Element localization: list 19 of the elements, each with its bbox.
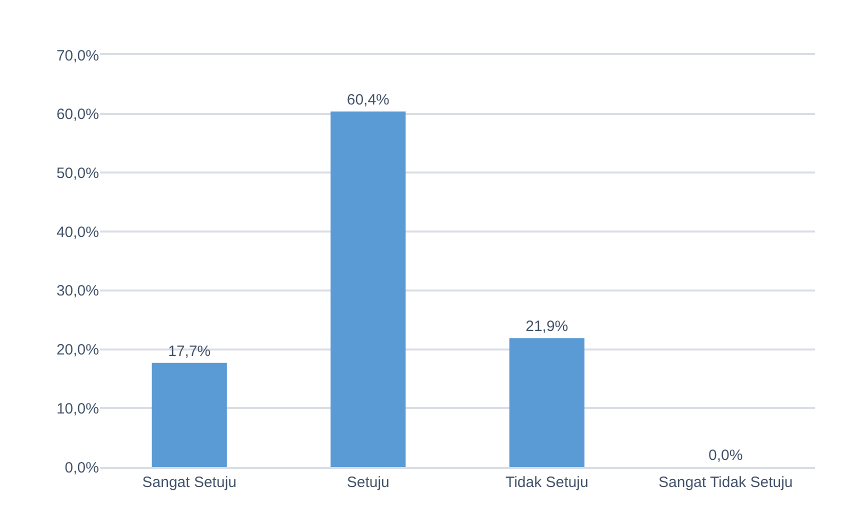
data-label: 17,7% xyxy=(168,342,211,360)
y-tick-label: 50,0% xyxy=(56,164,99,182)
y-tick-label: 70,0% xyxy=(56,47,99,64)
y-tick-label: 40,0% xyxy=(56,224,99,241)
data-label: 21,9% xyxy=(526,318,568,336)
data-label: 0,0% xyxy=(708,447,743,464)
x-tick-label: Tidak Setuju xyxy=(505,474,588,491)
bar xyxy=(152,362,227,467)
y-tick-label: 20,0% xyxy=(56,342,99,359)
bar xyxy=(509,338,584,467)
bar xyxy=(330,112,406,467)
data-label: 60,4% xyxy=(346,92,390,108)
y-tick-label: 10,0% xyxy=(56,400,99,418)
y-tick-label: 60,0% xyxy=(56,106,99,124)
x-tick-label: Setuju xyxy=(346,474,390,491)
x-tick-label: Sangat Tidak Setuju xyxy=(658,474,793,491)
y-tick-label: 30,0% xyxy=(56,282,99,300)
y-tick-label: 0,0% xyxy=(64,459,99,476)
x-tick-label: Sangat Setuju xyxy=(142,474,237,491)
